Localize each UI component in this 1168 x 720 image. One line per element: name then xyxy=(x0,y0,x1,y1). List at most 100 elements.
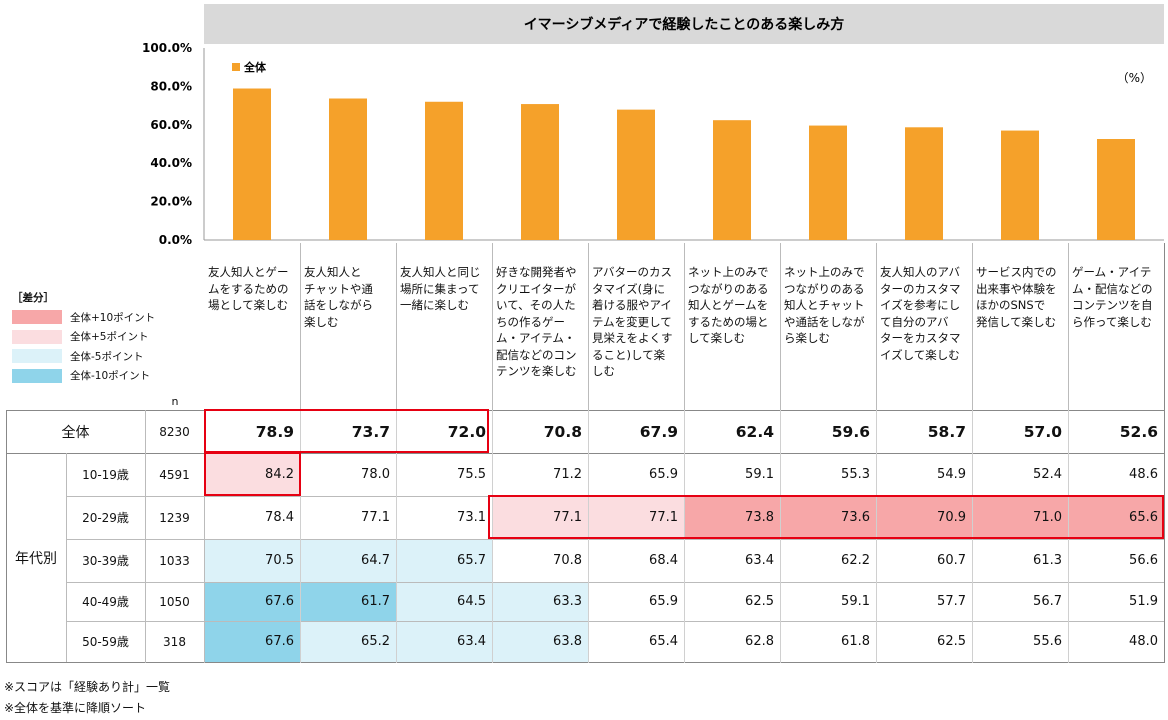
column-header-line: 配信などのコン xyxy=(496,347,577,362)
table-cell: 78.9 xyxy=(255,422,294,441)
table-cell: 71.0 xyxy=(972,496,1068,539)
table-cell: 77.1 xyxy=(492,496,588,539)
table-cell: 65.9 xyxy=(649,467,678,482)
table-cell: 62.8 xyxy=(745,634,774,649)
column-header-line: ちの作るゲー xyxy=(496,314,565,329)
legend-item: 全体-5ポイント xyxy=(12,347,143,365)
table-cell: 63.4 xyxy=(396,621,492,662)
row-n: 1239 xyxy=(159,510,190,525)
column-header-line: つながりのある xyxy=(688,281,769,296)
grid-line xyxy=(876,410,877,663)
row-label: 20-29歳 xyxy=(82,511,129,525)
column-header-line: イズを参考にし xyxy=(880,298,961,312)
column-header-line: 着ける服やアイ xyxy=(592,298,672,312)
column-header-line: 友人知人と xyxy=(304,265,362,279)
table-cell: 63.4 xyxy=(745,553,774,568)
y-tick-label: 100.0% xyxy=(142,41,192,55)
header-divider xyxy=(1068,243,1069,410)
legend-label: 全体+10ポイント xyxy=(70,311,156,324)
bar xyxy=(809,125,847,240)
column-header: 好きな開発者や クリエイターが いて、その人た ちの作るゲー ム・アイテム・ 配信などのコ… xyxy=(492,264,588,380)
table-cell: 61.7 xyxy=(300,582,396,621)
grid-line xyxy=(972,410,973,663)
table-cell: 57.7 xyxy=(937,594,966,609)
chart-title-bg xyxy=(204,4,1164,44)
y-tick-label: 60.0% xyxy=(150,118,192,132)
header-divider xyxy=(780,243,781,410)
column-header: アバターのカス タマイズ(身に 着ける服やアイ テムを変更して 見栄えをよくす ること)し… xyxy=(588,264,684,380)
table-cell: 62.4 xyxy=(735,422,774,441)
grid-line xyxy=(6,410,7,663)
table-cell: 65.4 xyxy=(649,634,678,649)
column-header: 友人知人と チャットや通 話をしながら 楽しむ xyxy=(300,264,396,330)
highlight-frame-teen xyxy=(204,452,301,496)
column-header-line: ターをカスタマ xyxy=(880,331,961,345)
bar xyxy=(713,120,751,240)
table-cell: 59.6 xyxy=(831,422,870,441)
column-header-line: 一緒に楽しむ xyxy=(400,298,469,312)
table-cell: 64.7 xyxy=(300,539,396,582)
column-header-line: 友人知人とゲー xyxy=(208,265,289,279)
table-cell: 52.4 xyxy=(1033,467,1062,482)
column-header-line: 場所に集まって xyxy=(400,281,480,296)
table-cell: 70.8 xyxy=(553,553,582,568)
table-cell: 73.6 xyxy=(780,496,876,539)
note-score: ※スコアは「経験あり計」一覧 xyxy=(4,680,171,694)
legend-swatch xyxy=(12,310,62,324)
column-header-line: 場として楽しむ xyxy=(208,298,289,312)
column-header-line: や通話をしなが xyxy=(784,314,865,329)
table-cell: 56.7 xyxy=(1033,594,1062,609)
y-tick-label: 80.0% xyxy=(150,79,192,93)
table-cell: 68.4 xyxy=(649,553,678,568)
column-header-line: ムをするための xyxy=(208,281,289,296)
table-cell: 61.3 xyxy=(1033,553,1062,568)
column-header-line: 発信して楽しむ xyxy=(976,314,1057,329)
table-cell: 65.2 xyxy=(300,621,396,662)
legend-swatch-overall xyxy=(232,63,240,71)
chart-title: イマーシブメディアで経験したことのある楽しみ方 xyxy=(524,16,845,33)
row-label: 10-19歳 xyxy=(82,468,129,482)
column-header-line: イズして楽しむ xyxy=(880,347,960,362)
grid-line xyxy=(6,453,1164,454)
table-cell: 60.7 xyxy=(937,553,966,568)
column-header-line: 話をしながら xyxy=(304,298,373,312)
row-label: 30-39歳 xyxy=(82,554,129,568)
bar xyxy=(1097,139,1135,240)
column-header-line: 出来事や体験を xyxy=(976,281,1057,296)
bar xyxy=(905,127,943,240)
table-cell: 77.1 xyxy=(361,510,390,525)
column-header-line: して楽しむ xyxy=(688,331,746,345)
group-label: 年代別 xyxy=(15,550,57,567)
grid-line xyxy=(66,539,1164,540)
table-cell: 52.6 xyxy=(1119,422,1158,441)
column-header-line: 楽しむ xyxy=(304,314,339,329)
table-cell: 78.0 xyxy=(361,467,390,482)
column-header-line: 見栄えをよくす xyxy=(592,331,673,345)
column-header-line: つながりのある xyxy=(784,281,865,296)
table-cell: 72.0 xyxy=(447,422,486,441)
bar xyxy=(1001,130,1039,240)
column-header-line: 友人知人と同じ xyxy=(400,265,481,279)
bar xyxy=(425,101,463,240)
legend-label: 全体+5ポイント xyxy=(70,331,149,343)
table-cell: 55.3 xyxy=(841,467,870,482)
table-cell: 67.9 xyxy=(639,422,678,441)
grid-line xyxy=(684,410,685,663)
table-cell: 73.8 xyxy=(684,496,780,539)
bar xyxy=(617,109,655,240)
y-tick-label: 20.0% xyxy=(150,195,192,209)
column-header-line: コンテンツを自 xyxy=(1072,298,1153,312)
grid-line xyxy=(6,662,1164,663)
table-cell: 61.8 xyxy=(841,634,870,649)
row-label: 40-49歳 xyxy=(82,595,129,609)
row-n: 1050 xyxy=(159,594,190,609)
bar xyxy=(233,88,271,241)
row-n: 318 xyxy=(163,634,186,649)
row-n: 1033 xyxy=(159,553,190,568)
unit-label: （%） xyxy=(1117,71,1152,85)
table-cell: 57.0 xyxy=(1023,422,1062,441)
column-header-line: ターのカスタマ xyxy=(880,281,961,296)
column-header-line: 知人とチャット xyxy=(784,298,865,312)
column-header: 友人知人のアバ ターのカスタマ イズを参考にし て自分のアバ ターをカスタマ イズして楽し… xyxy=(876,264,972,363)
column-header-line: クリエイターが xyxy=(496,281,577,296)
